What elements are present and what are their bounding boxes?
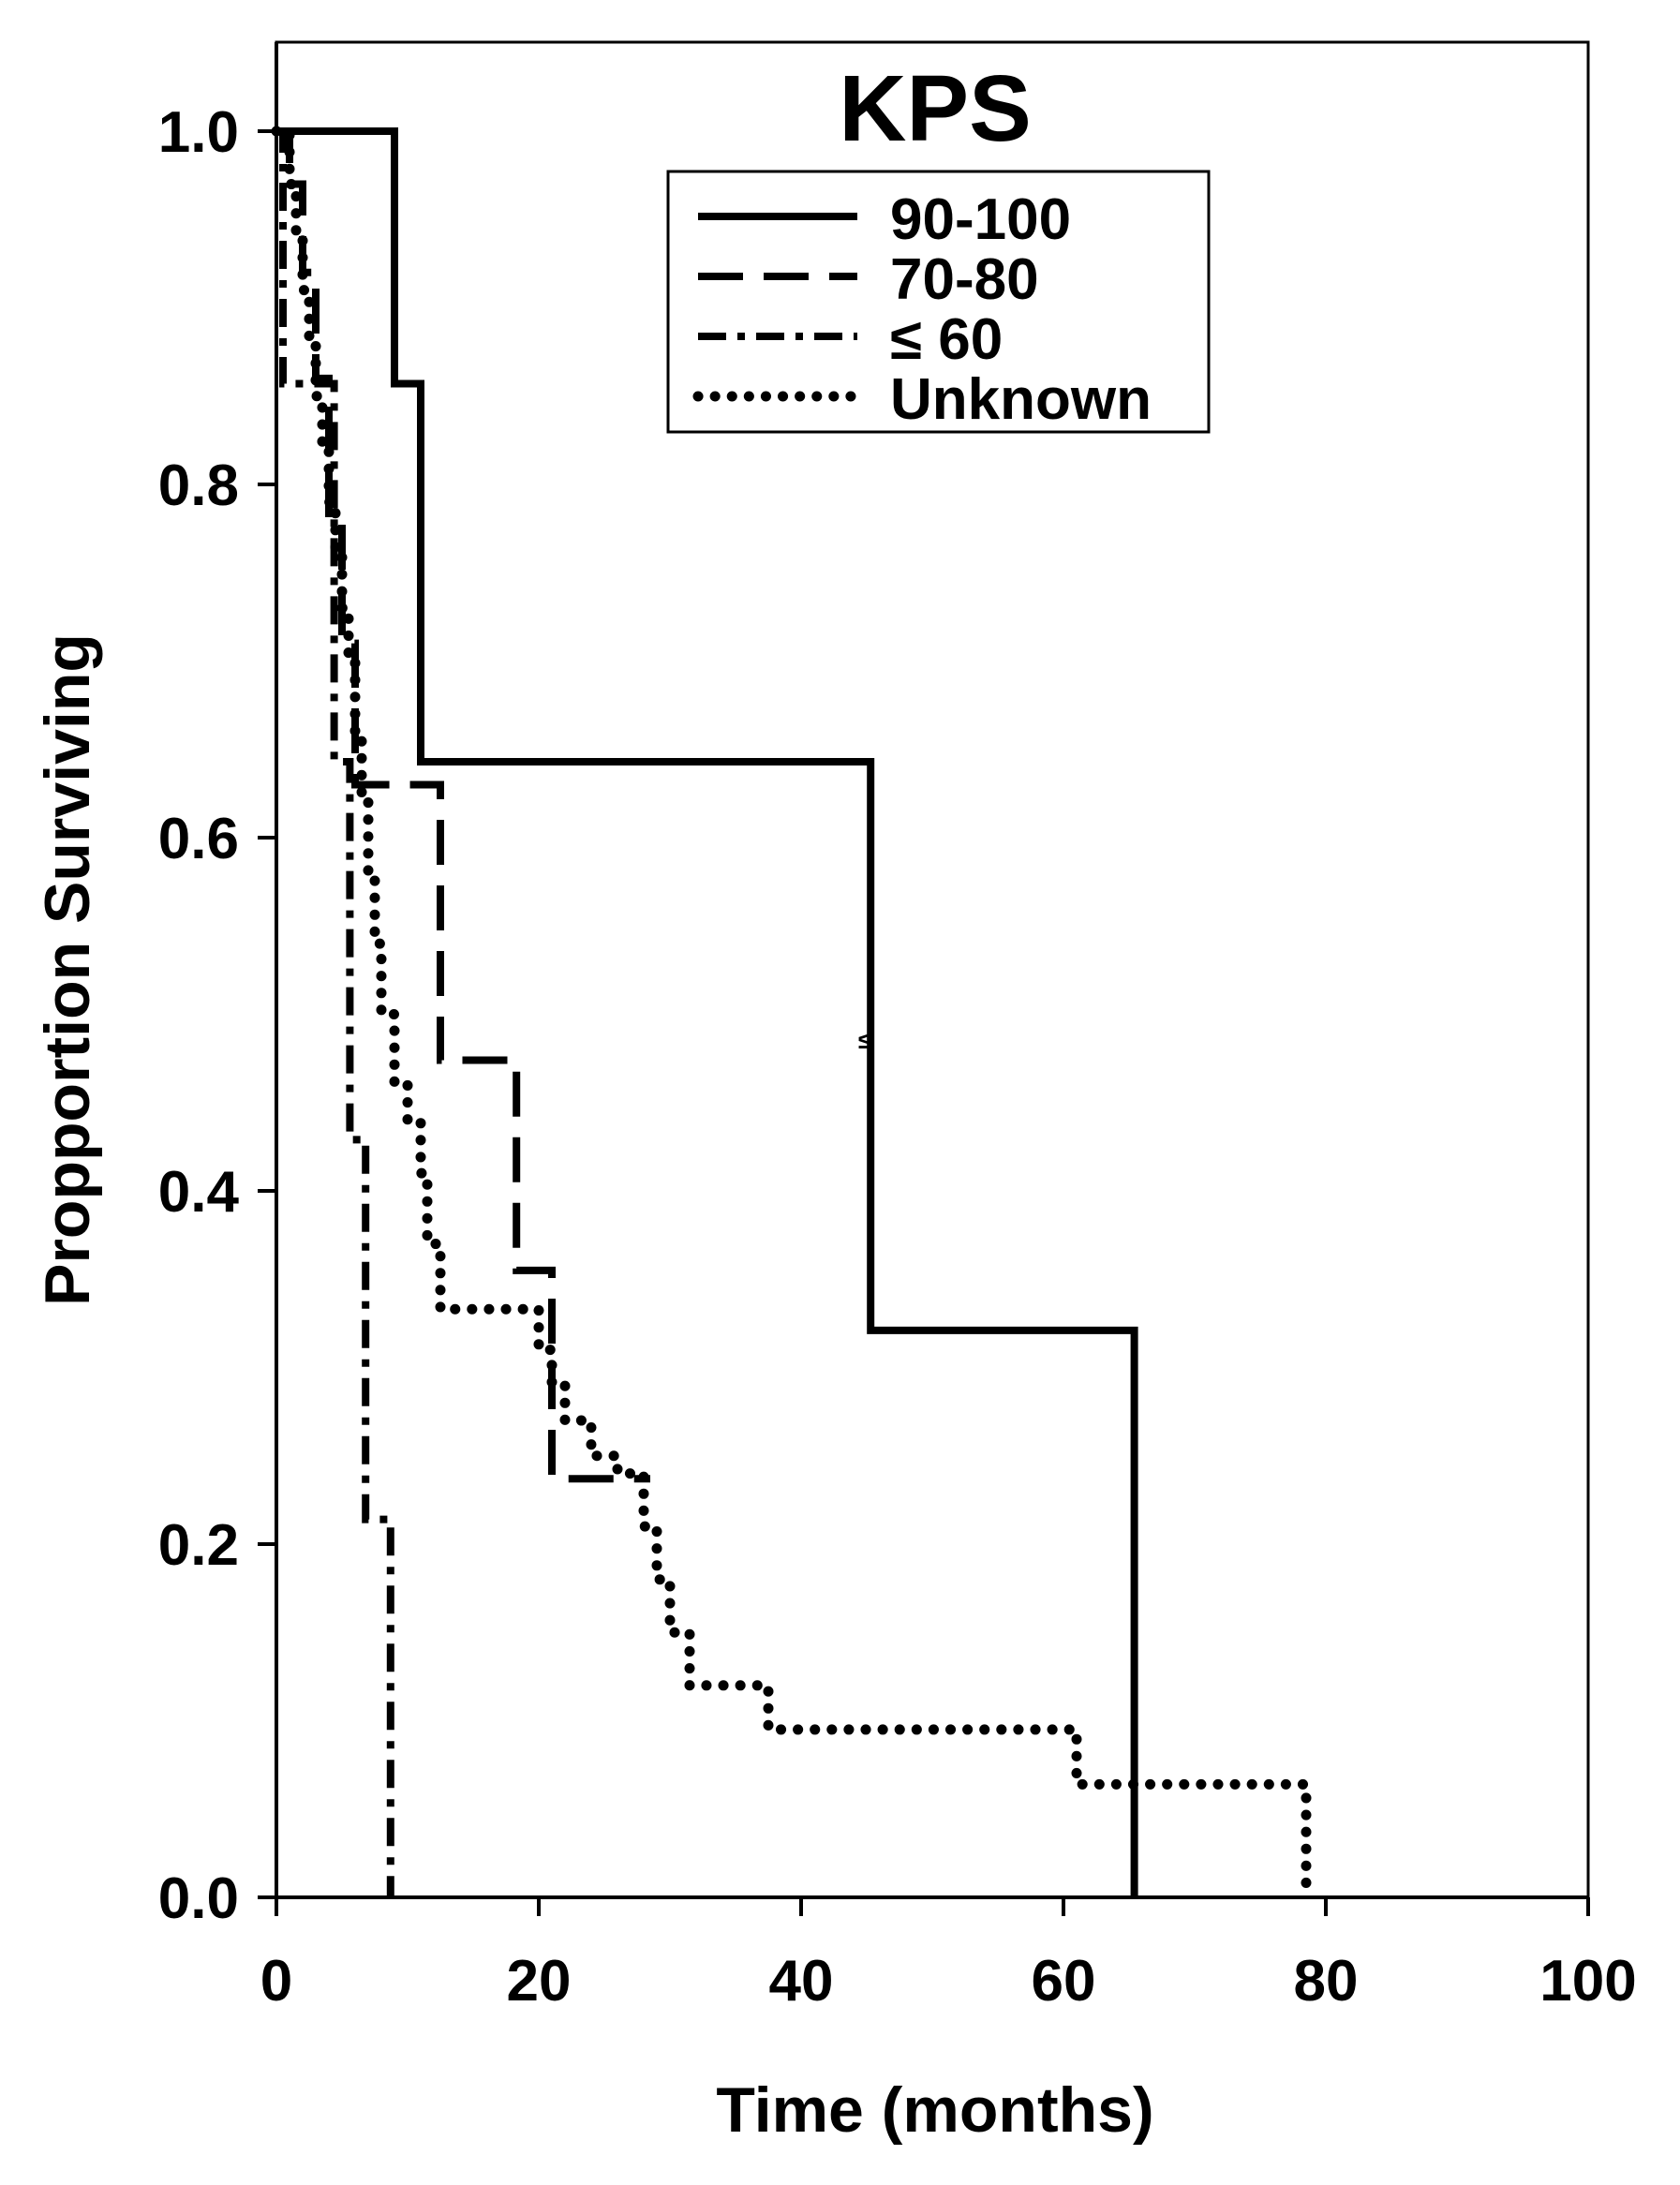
legend-label-0: 90-100 bbox=[890, 187, 1071, 252]
legend-label-2: ≤ 60 bbox=[890, 307, 1003, 372]
y-ticks: 0.0 0.2 0.4 0.6 0.8 1.0 bbox=[158, 100, 276, 1931]
x-axis-title: Time (months) bbox=[716, 2074, 1153, 2146]
x-tick-label: 0 bbox=[260, 1949, 292, 2014]
y-tick-label: 0.0 bbox=[158, 1866, 239, 1931]
x-tick-label: 20 bbox=[507, 1949, 572, 2014]
y-axis-title: Propportion Surviving bbox=[32, 633, 103, 1306]
series-line-0 bbox=[276, 127, 1138, 1897]
series-line-3 bbox=[271, 126, 1312, 1903]
series-line-2 bbox=[276, 127, 394, 1897]
y-tick-label: 0.6 bbox=[158, 807, 239, 871]
y-tick-label: 1.0 bbox=[158, 100, 239, 165]
series-line-1 bbox=[276, 127, 650, 1483]
y-tick-label: 0.8 bbox=[158, 453, 239, 518]
y-tick-label: 0.2 bbox=[158, 1513, 239, 1578]
legend-label-1: 70-80 bbox=[890, 247, 1039, 312]
series-layer bbox=[271, 126, 1312, 1903]
x-ticks: 0 20 40 60 80 100 bbox=[260, 1897, 1637, 2014]
annotation-0: ≤ bbox=[858, 1026, 871, 1054]
chart-title: KPS bbox=[839, 56, 1032, 161]
x-tick-label: 80 bbox=[1294, 1949, 1359, 2014]
x-tick-label: 40 bbox=[769, 1949, 834, 2014]
x-tick-label: 100 bbox=[1539, 1949, 1636, 2014]
annotation-layer: ≤ bbox=[858, 1026, 871, 1054]
x-tick-label: 60 bbox=[1032, 1949, 1096, 2014]
legend-label-3: Unknown bbox=[890, 367, 1152, 432]
y-tick-label: 0.4 bbox=[158, 1160, 240, 1225]
